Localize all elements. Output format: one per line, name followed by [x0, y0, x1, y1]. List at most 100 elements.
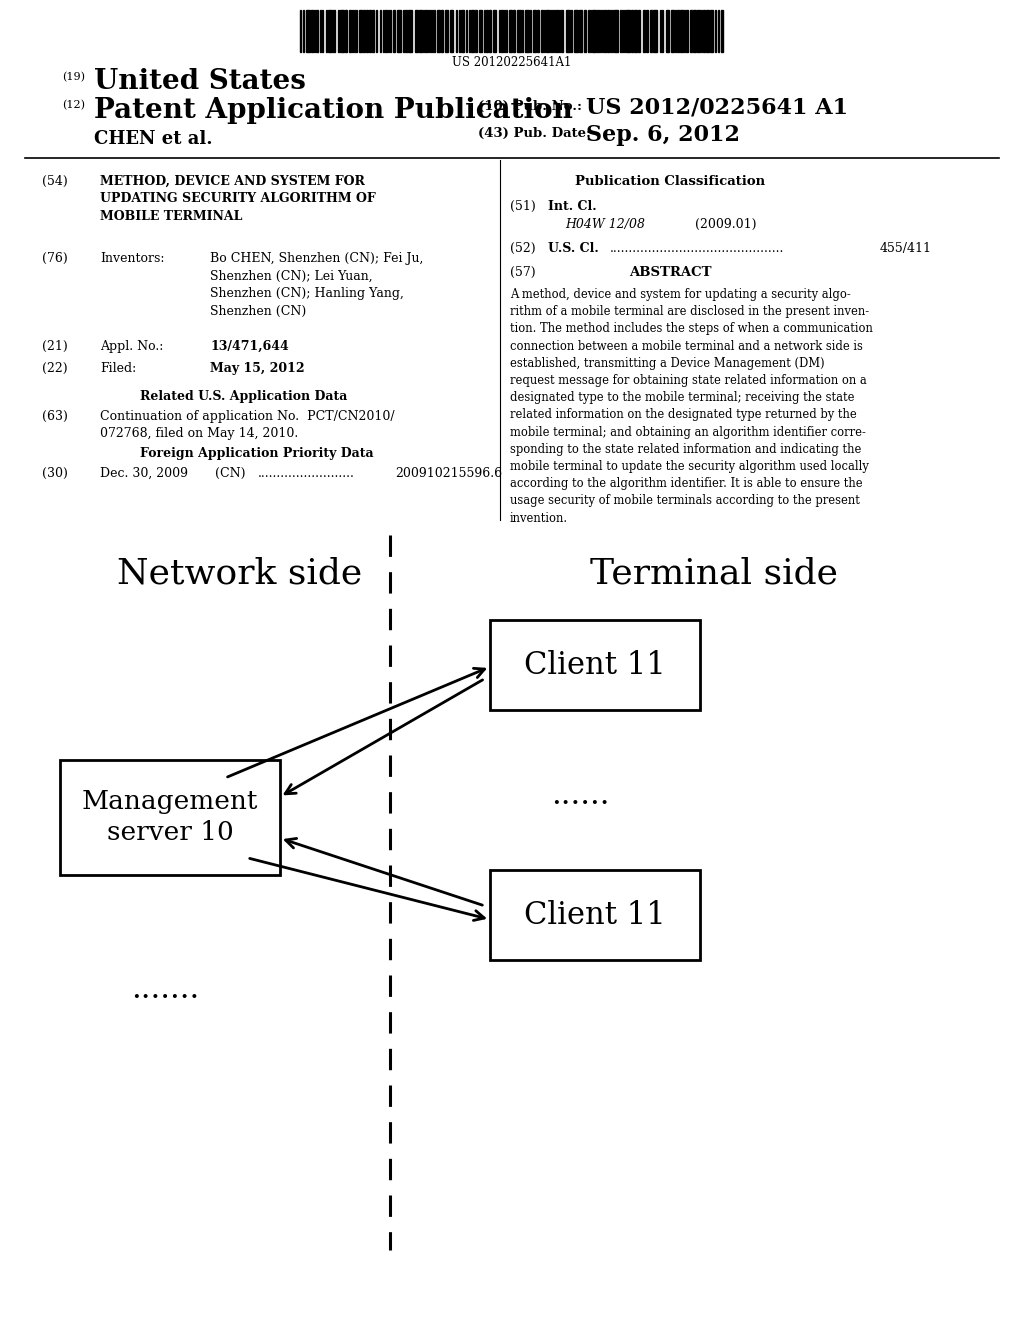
Bar	[425, 11, 427, 51]
Bar	[666, 11, 669, 51]
Bar	[328, 11, 332, 51]
Text: Int. Cl.: Int. Cl.	[548, 201, 597, 213]
Text: Related U.S. Application Data: Related U.S. Application Data	[140, 389, 347, 403]
Bar	[584, 11, 586, 51]
Bar	[406, 11, 407, 51]
Text: Terminal side: Terminal side	[590, 556, 838, 590]
Bar	[710, 11, 713, 51]
Bar	[372, 11, 374, 51]
Bar	[677, 11, 679, 51]
Bar	[393, 11, 395, 51]
Text: Patent Application Publication: Patent Application Publication	[94, 96, 572, 124]
Bar	[408, 11, 412, 51]
Bar	[686, 11, 688, 51]
Bar	[349, 11, 351, 51]
Bar	[597, 11, 599, 51]
Text: Management
server 10: Management server 10	[82, 789, 258, 846]
Text: Dec. 30, 2009: Dec. 30, 2009	[100, 467, 188, 480]
Text: (51): (51)	[510, 201, 536, 213]
Bar	[397, 11, 401, 51]
Bar	[306, 11, 310, 51]
Text: Appl. No.:: Appl. No.:	[100, 341, 164, 352]
Bar	[721, 11, 723, 51]
Text: Bo CHEN, Shenzhen (CN); Fei Ju,
Shenzhen (CN); Lei Yuan,
Shenzhen (CN); Hanling : Bo CHEN, Shenzhen (CN); Fei Ju, Shenzhen…	[210, 252, 423, 318]
Text: .......: .......	[131, 974, 199, 1006]
Bar	[461, 11, 464, 51]
Text: Filed:: Filed:	[100, 362, 136, 375]
Text: 455/411: 455/411	[880, 242, 932, 255]
Bar	[419, 11, 422, 51]
Bar	[415, 11, 418, 51]
Bar	[556, 11, 558, 51]
Bar	[362, 11, 365, 51]
Bar	[490, 620, 700, 710]
Text: (30): (30)	[42, 467, 68, 480]
Bar	[697, 11, 700, 51]
Bar	[631, 11, 633, 51]
Text: 200910215596.6: 200910215596.6	[395, 467, 502, 480]
Text: Foreign Application Priority Data: Foreign Application Priority Data	[140, 447, 374, 459]
Bar	[546, 11, 549, 51]
Bar	[607, 11, 609, 51]
Bar	[693, 11, 696, 51]
Bar	[450, 11, 453, 51]
Bar	[437, 11, 440, 51]
Text: Network side: Network side	[118, 556, 362, 590]
Bar	[566, 11, 570, 51]
Bar	[490, 870, 700, 960]
Bar	[671, 11, 674, 51]
Bar	[471, 11, 474, 51]
Bar	[345, 11, 347, 51]
Bar	[703, 11, 705, 51]
Bar	[614, 11, 618, 51]
Bar	[646, 11, 648, 51]
Bar	[445, 11, 449, 51]
Bar	[441, 11, 443, 51]
Bar	[680, 11, 683, 51]
Text: Continuation of application No.  PCT/CN2010/
072768, filed on May 14, 2010.: Continuation of application No. PCT/CN20…	[100, 411, 394, 441]
Text: Publication Classification: Publication Classification	[574, 176, 765, 187]
Text: .............................................: ........................................…	[610, 242, 784, 255]
Bar	[643, 11, 645, 51]
Text: (63): (63)	[42, 411, 68, 422]
Text: 13/471,644: 13/471,644	[210, 341, 289, 352]
Text: Client 11: Client 11	[524, 899, 666, 931]
Bar	[541, 11, 543, 51]
Bar	[513, 11, 515, 51]
Bar	[340, 11, 344, 51]
Text: United States: United States	[94, 69, 306, 95]
Text: US 2012/0225641 A1: US 2012/0225641 A1	[586, 96, 848, 119]
Bar	[369, 11, 371, 51]
Bar	[517, 11, 521, 51]
Text: (43) Pub. Date:: (43) Pub. Date:	[478, 127, 591, 140]
Text: (CN): (CN)	[215, 467, 246, 480]
Bar	[385, 11, 387, 51]
Bar	[574, 11, 578, 51]
Bar	[561, 11, 563, 51]
Bar	[311, 11, 313, 51]
Bar	[475, 11, 477, 51]
Bar	[509, 11, 512, 51]
Text: Client 11: Client 11	[524, 649, 666, 681]
Text: (21): (21)	[42, 341, 68, 352]
Text: (10) Pub. No.:: (10) Pub. No.:	[478, 100, 582, 114]
Text: ......: ......	[551, 780, 609, 810]
Bar	[316, 11, 318, 51]
Bar	[359, 11, 362, 51]
Bar	[638, 11, 640, 51]
Text: (57): (57)	[510, 267, 536, 279]
Bar	[579, 11, 582, 51]
Text: (54): (54)	[42, 176, 68, 187]
Bar	[493, 11, 496, 51]
Text: ABSTRACT: ABSTRACT	[629, 267, 712, 279]
Bar	[626, 11, 630, 51]
Text: CHEN et al.: CHEN et al.	[94, 129, 213, 148]
Text: H04W 12/08: H04W 12/08	[565, 218, 645, 231]
Bar	[537, 11, 539, 51]
Text: (12): (12)	[62, 100, 85, 111]
Text: Sep. 6, 2012: Sep. 6, 2012	[586, 124, 740, 147]
Bar	[592, 11, 596, 51]
Bar	[486, 11, 488, 51]
Text: (52): (52)	[510, 242, 536, 255]
Bar	[489, 11, 490, 51]
